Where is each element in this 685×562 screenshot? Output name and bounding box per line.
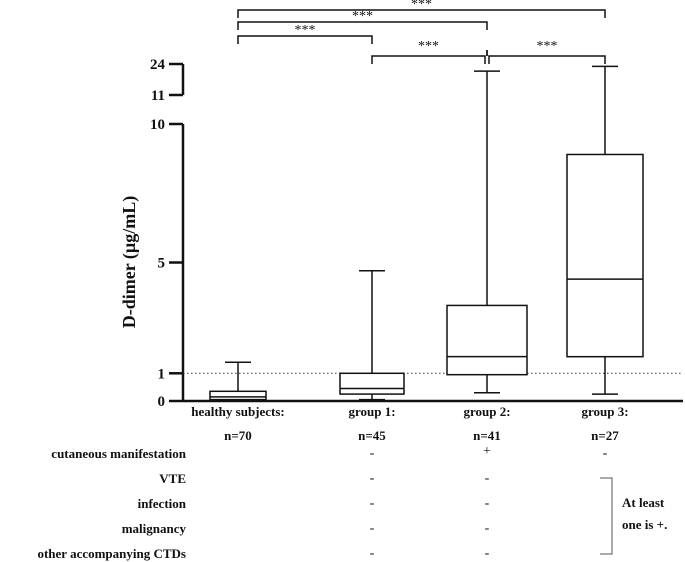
x-category-label: healthy subjects: <box>191 404 285 419</box>
significance-label: *** <box>537 39 558 54</box>
table-row-label: malignancy <box>121 521 186 536</box>
y-tick-label: 10 <box>150 117 165 133</box>
x-category-n: n=70 <box>224 428 252 443</box>
note-bracket <box>600 477 613 555</box>
table-cell-value: - <box>484 546 490 561</box>
table-note: At least one is +. <box>622 495 668 532</box>
table-cell-value: - <box>369 471 375 486</box>
table-row-label: VTE <box>159 471 186 486</box>
box-iqr <box>209 390 267 401</box>
table-cell-value: - <box>369 496 375 511</box>
table-cell-value: - <box>369 446 375 461</box>
box-iqr <box>446 304 528 376</box>
y-tick-label: 24 <box>150 57 166 73</box>
table-row-label: infection <box>137 496 186 511</box>
table-cell-value: - <box>369 521 375 536</box>
y-tick-label: 0 <box>158 394 166 410</box>
significance-bracket <box>237 35 373 44</box>
x-category-n: n=45 <box>358 428 386 443</box>
box-iqr <box>566 153 644 358</box>
significance-label: *** <box>418 39 439 54</box>
table-row-label: other accompanying CTDs <box>37 546 186 561</box>
x-category-label: group 2: <box>463 404 511 419</box>
box-iqr <box>339 372 405 395</box>
y-tick-label: 11 <box>151 88 165 104</box>
y-tick-label: 5 <box>158 256 166 272</box>
significance-bracket <box>488 55 606 64</box>
table-cell-value: - <box>484 521 490 536</box>
table-cell-value: - <box>484 496 490 511</box>
x-category-n: n=27 <box>591 428 619 443</box>
table-row-label: cutaneous manifestation <box>51 446 186 461</box>
x-category-label: group 1: <box>348 404 396 419</box>
significance-bracket <box>371 55 486 64</box>
table-cell-value: - <box>484 471 490 486</box>
significance-label: *** <box>295 23 316 38</box>
table-cell-value: - <box>602 446 608 461</box>
significance-bracket <box>237 21 488 30</box>
significance-bracket <box>237 9 606 18</box>
x-category-label: group 3: <box>581 404 629 419</box>
significance-label: *** <box>411 0 432 12</box>
significance-label: *** <box>352 9 373 24</box>
table-cell-value: + <box>483 444 491 459</box>
y-tick-label: 1 <box>158 366 166 382</box>
x-category-n: n=41 <box>473 428 501 443</box>
y-axis-label: D-dimer (µg/mL) <box>119 196 140 329</box>
table-cell-value: - <box>369 546 375 561</box>
